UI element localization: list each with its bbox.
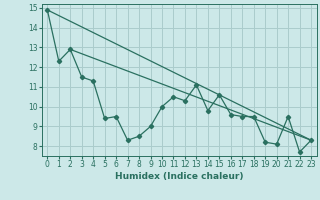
X-axis label: Humidex (Indice chaleur): Humidex (Indice chaleur) xyxy=(115,172,244,181)
